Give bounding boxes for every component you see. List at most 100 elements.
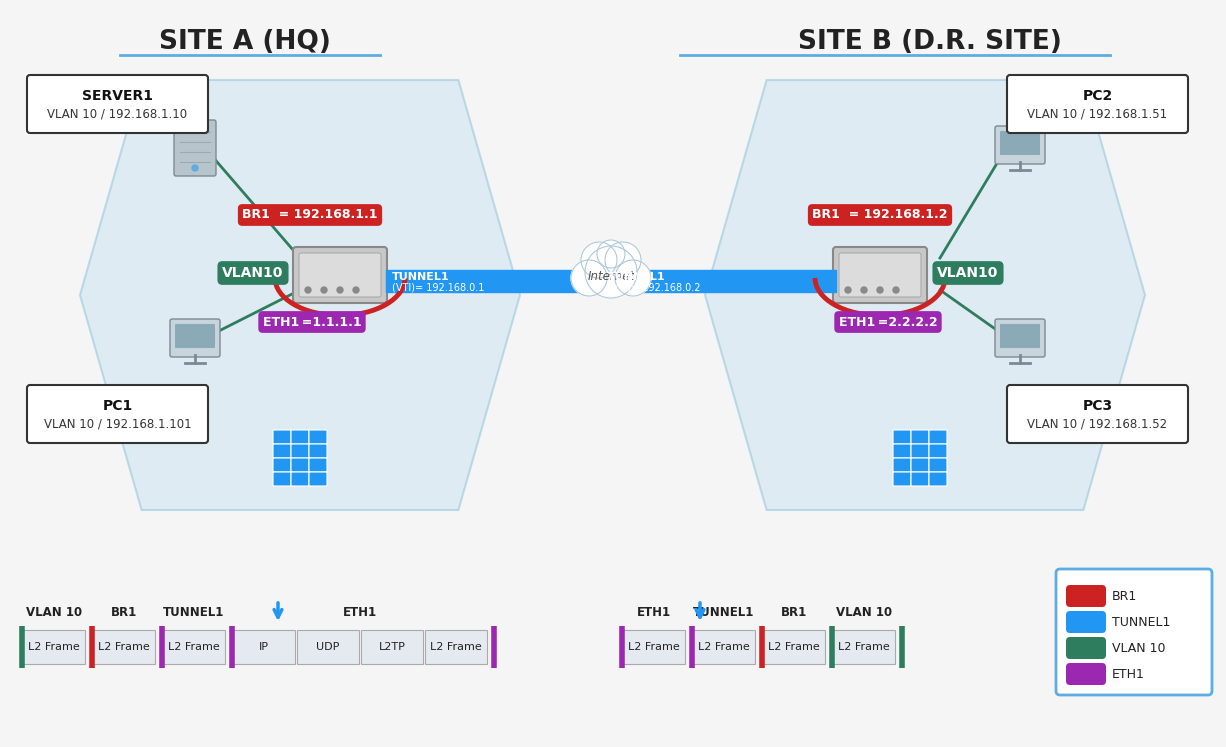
- FancyBboxPatch shape: [1000, 324, 1040, 348]
- FancyBboxPatch shape: [175, 324, 215, 348]
- Text: ETH1 =1.1.1.1: ETH1 =1.1.1.1: [262, 315, 362, 329]
- FancyBboxPatch shape: [996, 126, 1045, 164]
- FancyBboxPatch shape: [929, 458, 946, 472]
- FancyBboxPatch shape: [299, 253, 381, 297]
- Text: VLAN 10: VLAN 10: [1112, 642, 1166, 654]
- FancyBboxPatch shape: [291, 444, 309, 458]
- Circle shape: [192, 165, 199, 171]
- Text: Internet: Internet: [587, 270, 635, 282]
- FancyBboxPatch shape: [273, 444, 291, 458]
- Circle shape: [581, 242, 617, 278]
- Text: TUNNEL1: TUNNEL1: [694, 606, 755, 619]
- Circle shape: [305, 287, 311, 293]
- Text: ETH1: ETH1: [638, 606, 671, 619]
- Circle shape: [353, 287, 359, 293]
- Circle shape: [597, 240, 625, 268]
- FancyBboxPatch shape: [93, 630, 154, 664]
- FancyBboxPatch shape: [929, 472, 946, 486]
- FancyBboxPatch shape: [1065, 611, 1106, 633]
- FancyBboxPatch shape: [291, 458, 309, 472]
- Circle shape: [321, 287, 327, 293]
- FancyBboxPatch shape: [693, 630, 755, 664]
- FancyBboxPatch shape: [297, 630, 359, 664]
- FancyBboxPatch shape: [929, 430, 946, 444]
- Text: SITE A (HQ): SITE A (HQ): [159, 29, 331, 55]
- FancyBboxPatch shape: [233, 630, 295, 664]
- FancyBboxPatch shape: [273, 458, 291, 472]
- Text: TUNNEL1: TUNNEL1: [608, 272, 666, 282]
- Text: TUNNEL1: TUNNEL1: [1112, 616, 1171, 628]
- Text: PC1: PC1: [103, 399, 132, 412]
- FancyBboxPatch shape: [996, 319, 1045, 357]
- Text: BR1  = 192.168.1.1: BR1 = 192.168.1.1: [243, 208, 378, 222]
- FancyBboxPatch shape: [163, 630, 226, 664]
- FancyBboxPatch shape: [273, 472, 291, 486]
- Text: VLAN10: VLAN10: [222, 266, 283, 280]
- Text: BR1  = 192.168.1.2: BR1 = 192.168.1.2: [813, 208, 948, 222]
- Circle shape: [615, 260, 651, 296]
- FancyBboxPatch shape: [763, 630, 825, 664]
- Text: VLAN 10 / 192.168.1.51: VLAN 10 / 192.168.1.51: [1027, 108, 1167, 121]
- Circle shape: [571, 260, 607, 296]
- FancyBboxPatch shape: [911, 430, 929, 444]
- FancyBboxPatch shape: [291, 430, 309, 444]
- Text: IP: IP: [259, 642, 268, 652]
- Text: L2 Frame: L2 Frame: [168, 642, 219, 652]
- FancyBboxPatch shape: [1007, 75, 1188, 133]
- Text: VLAN 10: VLAN 10: [836, 606, 893, 619]
- FancyBboxPatch shape: [839, 253, 921, 297]
- Text: PC2: PC2: [1083, 89, 1113, 102]
- FancyBboxPatch shape: [623, 630, 685, 664]
- FancyBboxPatch shape: [893, 444, 911, 458]
- Text: L2 Frame: L2 Frame: [28, 642, 80, 652]
- FancyBboxPatch shape: [27, 75, 208, 133]
- FancyBboxPatch shape: [23, 630, 85, 664]
- FancyBboxPatch shape: [1065, 663, 1106, 685]
- FancyBboxPatch shape: [291, 472, 309, 486]
- Circle shape: [893, 287, 899, 293]
- FancyBboxPatch shape: [27, 385, 208, 443]
- FancyBboxPatch shape: [832, 247, 927, 303]
- Text: BR1: BR1: [1112, 589, 1138, 603]
- Text: BR1: BR1: [781, 606, 807, 619]
- FancyBboxPatch shape: [1000, 131, 1040, 155]
- Text: SERVER1: SERVER1: [82, 89, 153, 102]
- Text: VLAN 10 / 192.168.1.52: VLAN 10 / 192.168.1.52: [1027, 418, 1167, 431]
- Circle shape: [861, 287, 867, 293]
- FancyBboxPatch shape: [1065, 637, 1106, 659]
- FancyBboxPatch shape: [309, 430, 327, 444]
- FancyBboxPatch shape: [309, 444, 327, 458]
- FancyBboxPatch shape: [893, 430, 911, 444]
- Text: ETH1: ETH1: [343, 606, 378, 619]
- Text: VLAN10: VLAN10: [938, 266, 999, 280]
- Text: VLAN 10 / 192.168.1.10: VLAN 10 / 192.168.1.10: [48, 108, 188, 121]
- Text: SITE B (D.R. SITE): SITE B (D.R. SITE): [798, 29, 1062, 55]
- FancyBboxPatch shape: [273, 430, 291, 444]
- Text: PC3: PC3: [1083, 399, 1112, 412]
- Text: BR1: BR1: [110, 606, 137, 619]
- Circle shape: [877, 287, 883, 293]
- FancyBboxPatch shape: [832, 630, 895, 664]
- FancyBboxPatch shape: [425, 630, 487, 664]
- Text: L2 Frame: L2 Frame: [430, 642, 482, 652]
- Polygon shape: [80, 80, 520, 510]
- Text: ETH1: ETH1: [1112, 668, 1145, 681]
- Text: L2TP: L2TP: [379, 642, 406, 652]
- FancyBboxPatch shape: [293, 247, 387, 303]
- Text: TUNNEL1: TUNNEL1: [163, 606, 224, 619]
- Text: L2 Frame: L2 Frame: [698, 642, 750, 652]
- Circle shape: [585, 246, 638, 298]
- Text: L2 Frame: L2 Frame: [98, 642, 150, 652]
- Text: (VTI)= 192.168.0.1: (VTI)= 192.168.0.1: [392, 282, 484, 292]
- Text: L2 Frame: L2 Frame: [628, 642, 680, 652]
- Circle shape: [337, 287, 343, 293]
- Text: (VTI)= 192.168.0.2: (VTI)= 192.168.0.2: [608, 282, 700, 292]
- Circle shape: [845, 287, 851, 293]
- Text: UDP: UDP: [316, 642, 340, 652]
- Text: L2 Frame: L2 Frame: [769, 642, 820, 652]
- Polygon shape: [705, 80, 1145, 510]
- FancyBboxPatch shape: [893, 472, 911, 486]
- FancyBboxPatch shape: [911, 472, 929, 486]
- Text: ETH1 =2.2.2.2: ETH1 =2.2.2.2: [839, 315, 938, 329]
- FancyBboxPatch shape: [1007, 385, 1188, 443]
